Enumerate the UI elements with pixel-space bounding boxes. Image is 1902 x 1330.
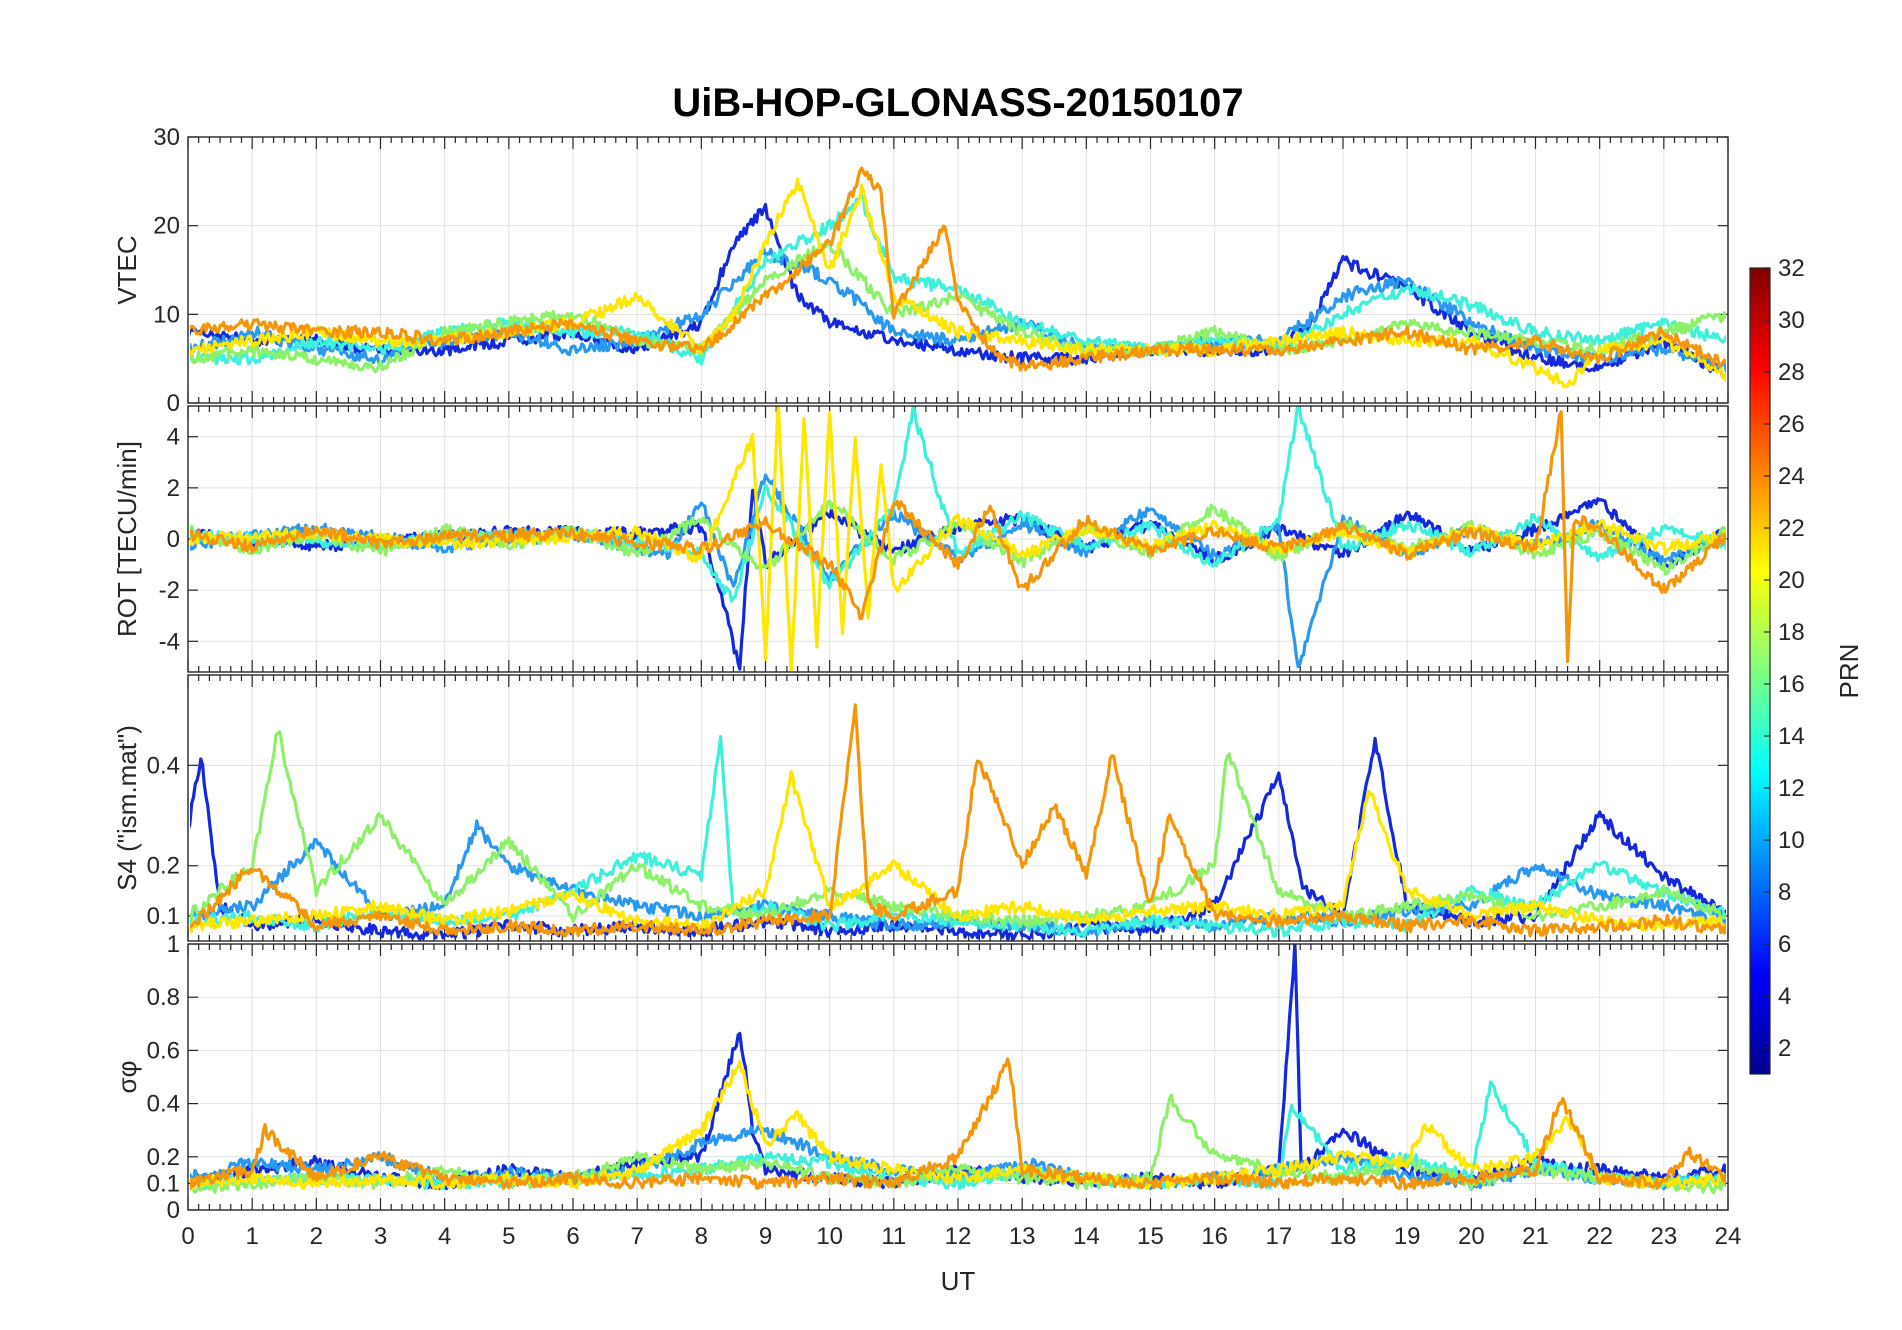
colorbar-tick-label: 28 [1778, 359, 1805, 386]
panel-frame [187, 405, 1729, 673]
y-tick-label: 0 [167, 1197, 180, 1224]
colorbar-tick-label: 30 [1778, 307, 1805, 334]
y-tick-label: 0.2 [147, 853, 180, 880]
y-tick-label: 0.6 [147, 1037, 180, 1064]
colorbar-tick-label: 14 [1778, 723, 1805, 750]
x-tick-label: 0 [181, 1223, 194, 1250]
series-group [190, 944, 1726, 1195]
x-tick-label: 3 [374, 1223, 387, 1250]
x-tick-label: 14 [1073, 1223, 1100, 1250]
series-line [190, 166, 1726, 372]
series-group [190, 703, 1726, 941]
y-tick-label: 0 [167, 390, 180, 417]
series-line [190, 1057, 1726, 1191]
x-tick-label: 4 [438, 1223, 451, 1250]
series-line [190, 410, 1726, 664]
chart-title: UiB-HOP-GLONASS-20150107 [672, 81, 1243, 125]
y-axis-label: S4 ("ism.mat") [112, 725, 142, 891]
colorbar-gradient [1749, 267, 1771, 1075]
series-line [190, 703, 1726, 938]
x-tick-label: 15 [1137, 1223, 1164, 1250]
x-tick-label: 8 [695, 1223, 708, 1250]
colorbar-tick-label: 26 [1778, 411, 1805, 438]
x-tick-label: 24 [1715, 1223, 1742, 1250]
x-tick-label: 23 [1650, 1223, 1677, 1250]
x-tick-label: 5 [502, 1223, 515, 1250]
colorbar-tick-label: 2 [1778, 1035, 1791, 1062]
x-tick-label: 22 [1586, 1223, 1613, 1250]
y-axis-label: ROT [TECU/min] [112, 441, 142, 637]
y-tick-label: 0.1 [147, 903, 180, 930]
y-tick-label: -4 [159, 628, 180, 655]
y-axis-label: VTEC [112, 235, 142, 304]
colorbar-tick-label: 4 [1778, 983, 1791, 1010]
colorbar-tick-label: 12 [1778, 775, 1805, 802]
colorbar-tick-label: 6 [1778, 931, 1791, 958]
x-tick-label: 20 [1458, 1223, 1485, 1250]
colorbar-tick-label: 24 [1778, 463, 1805, 490]
panel-3: 0.1 0.2 0.4S4 ("ism.mat") [112, 674, 1729, 942]
colorbar-label: PRN [1834, 644, 1864, 699]
panel-frame [187, 674, 1729, 942]
y-tick-label: -2 [159, 577, 180, 604]
x-tick-label: 21 [1522, 1223, 1549, 1250]
panel-1: 0 10 20 30 VTEC [112, 124, 1729, 417]
x-tick-label: 18 [1330, 1223, 1357, 1250]
y-tick-label: 30 [153, 124, 180, 151]
y-tick-label: 20 [153, 213, 180, 240]
x-tick-label: 17 [1265, 1223, 1292, 1250]
y-tick-label: 0.4 [147, 1091, 180, 1118]
series-line [190, 1059, 1726, 1191]
x-tick-label: 7 [630, 1223, 643, 1250]
x-tick-label: 19 [1394, 1223, 1421, 1250]
x-tick-label: 16 [1201, 1223, 1228, 1250]
colorbar-tick-label: 22 [1778, 515, 1805, 542]
colorbar-tick-label: 18 [1778, 619, 1805, 646]
panel-4: 00.10.2 0.4 0.6 0.8 1 σφ [112, 931, 1729, 1224]
x-tick-label: 13 [1009, 1223, 1036, 1250]
y-tick-label: 0.1 [147, 1170, 180, 1197]
x-tick-label: 10 [816, 1223, 843, 1250]
colorbar-tick-label: 16 [1778, 671, 1805, 698]
y-axis-label: σφ [112, 1061, 142, 1094]
series-group [190, 406, 1726, 672]
x-tick-label: 11 [881, 1223, 906, 1250]
x-axis-label: UT [941, 1266, 976, 1296]
colorbar-tick-label: 32 [1778, 255, 1805, 282]
panel-2: -4 -2 0 2 4 ROT [TECU/min] [112, 405, 1729, 673]
y-tick-label: 4 [167, 424, 180, 451]
x-tick-label: 1 [245, 1223, 258, 1250]
colorbar-tick-label: 10 [1778, 827, 1805, 854]
x-tick-label: 2 [310, 1223, 323, 1250]
panel-frame [187, 943, 1729, 1211]
panel-frame [187, 136, 1729, 404]
y-tick-label: 10 [153, 301, 180, 328]
colorbar-tick-label: 8 [1778, 879, 1791, 906]
colorbar-tick-label: 20 [1778, 567, 1805, 594]
y-tick-label: 0.8 [147, 984, 180, 1011]
x-tick-label: 12 [945, 1223, 972, 1250]
y-tick-label: 2 [167, 475, 180, 502]
series-group [190, 166, 1726, 389]
y-tick-label: 0.2 [147, 1144, 180, 1171]
y-tick-label: 1 [167, 931, 180, 958]
x-tick-label: 9 [759, 1223, 772, 1250]
x-tick-labels: 0 1 2 3 4 5 6 7 8 9 10 11 12 13 14 15 16 17 18 19 20 21 22 23 24 [181, 1223, 1741, 1250]
x-tick-label: 6 [566, 1223, 579, 1250]
y-tick-label: 0 [167, 526, 180, 553]
y-tick-label: 0.4 [147, 752, 180, 779]
